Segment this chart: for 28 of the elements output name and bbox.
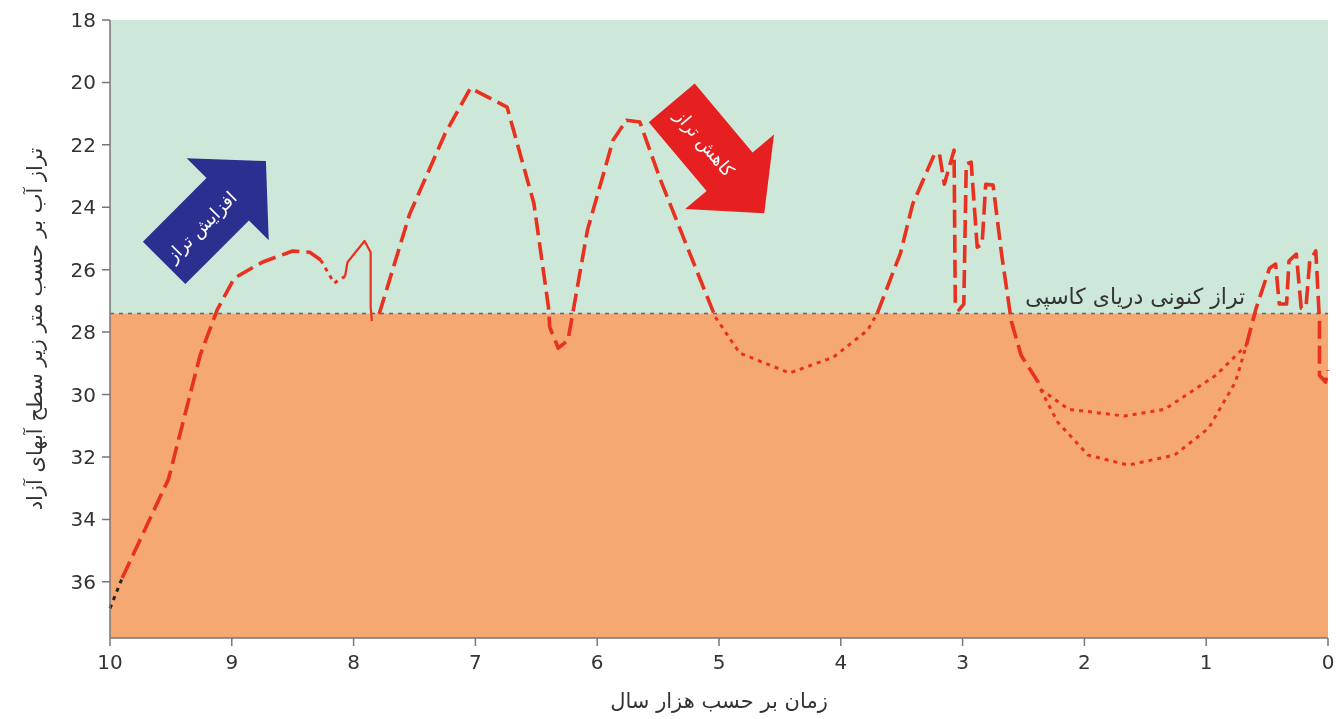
x-tick-label: 2	[1078, 650, 1091, 674]
x-tick-label: 10	[97, 650, 123, 674]
x-tick-label: 4	[834, 650, 848, 674]
x-tick-label: 6	[590, 650, 604, 674]
x-tick-label: 3	[956, 650, 969, 674]
y-axis-title: تراز آب بر حسب متر زیر سطح آبهای آزاد	[22, 147, 47, 511]
y-tick-label: 32	[70, 444, 96, 469]
annotation: کاهش تراز	[669, 104, 740, 182]
y-tick-label: 30	[70, 382, 96, 407]
y-tick-label: 20	[70, 70, 96, 95]
x-tick-label: 7	[469, 650, 482, 674]
annotation: افزایش تراز	[160, 186, 242, 268]
y-tick-label: 26	[70, 257, 96, 282]
y-tick-label: 28	[70, 320, 96, 345]
y-tick-label: 18	[70, 8, 96, 32]
x-tick-label: 0	[1321, 650, 1335, 674]
x-tick-label: 1	[1199, 650, 1213, 674]
y-tick-label: 36	[70, 569, 96, 594]
y-tick-label: 34	[70, 507, 96, 532]
x-axis-title: زمان بر حسب هزار سال	[610, 689, 828, 713]
arrow-rise: افزایش تراز	[142, 158, 269, 285]
y-tick-label: 24	[70, 195, 96, 220]
x-tick-label: 8	[347, 650, 360, 674]
y-tick-label: 22	[70, 132, 96, 157]
ref-line-label: تراز کنونی دریای کاسپی	[1025, 284, 1246, 311]
arrow-fall: کاهش تراز	[648, 83, 774, 214]
x-tick-label: 5	[712, 650, 726, 674]
x-tick-label: 9	[225, 650, 239, 674]
